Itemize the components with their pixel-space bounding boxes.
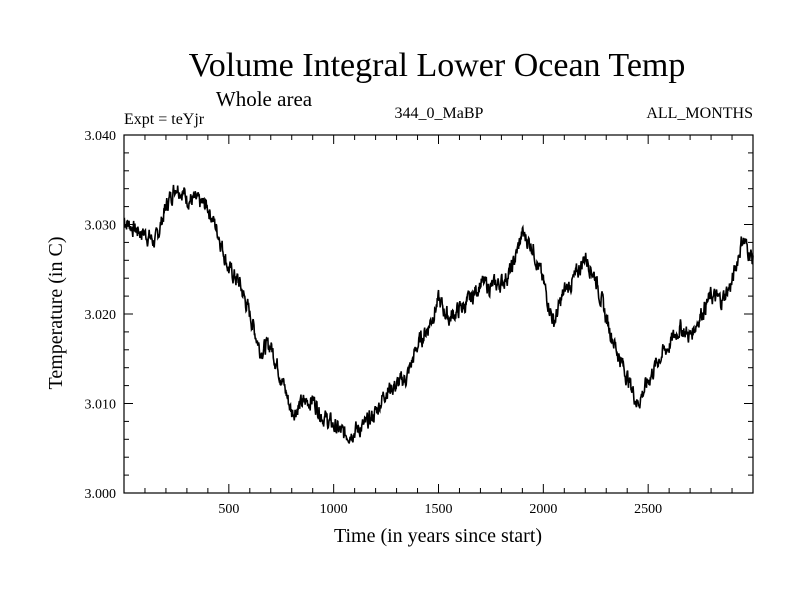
- y-tick-label: 3.010: [85, 398, 117, 413]
- y-axis-label: Temperature (in C): [45, 237, 67, 390]
- x-tick-label: 2000: [529, 502, 557, 517]
- period-label: 344_0_MaBP: [395, 105, 484, 122]
- x-axis-label: Time (in years since start): [334, 525, 542, 547]
- experiment-label: Expt = teYjr: [124, 111, 205, 128]
- chart-subtitle: Whole area: [216, 87, 313, 111]
- y-tick-label: 3.020: [85, 308, 117, 323]
- months-label: ALL_MONTHS: [646, 105, 753, 122]
- y-tick-label: 3.030: [85, 219, 117, 234]
- x-tick-label: 1500: [425, 502, 453, 517]
- data-line-series: [123, 184, 754, 444]
- plot-area: 500 1000 1500 2000 2500 3.000 3.010 3.020 3.030 3…: [85, 129, 754, 517]
- plot-frame: [123, 134, 754, 494]
- chart-title: Volume Integral Lower Ocean Temp: [189, 47, 686, 84]
- y-tick-label: 3.040: [85, 129, 117, 144]
- x-tick-label: 1000: [320, 502, 348, 517]
- x-tick-label: 2500: [634, 502, 662, 517]
- x-tick-label: 500: [218, 502, 239, 517]
- y-tick-label: 3.000: [85, 487, 117, 502]
